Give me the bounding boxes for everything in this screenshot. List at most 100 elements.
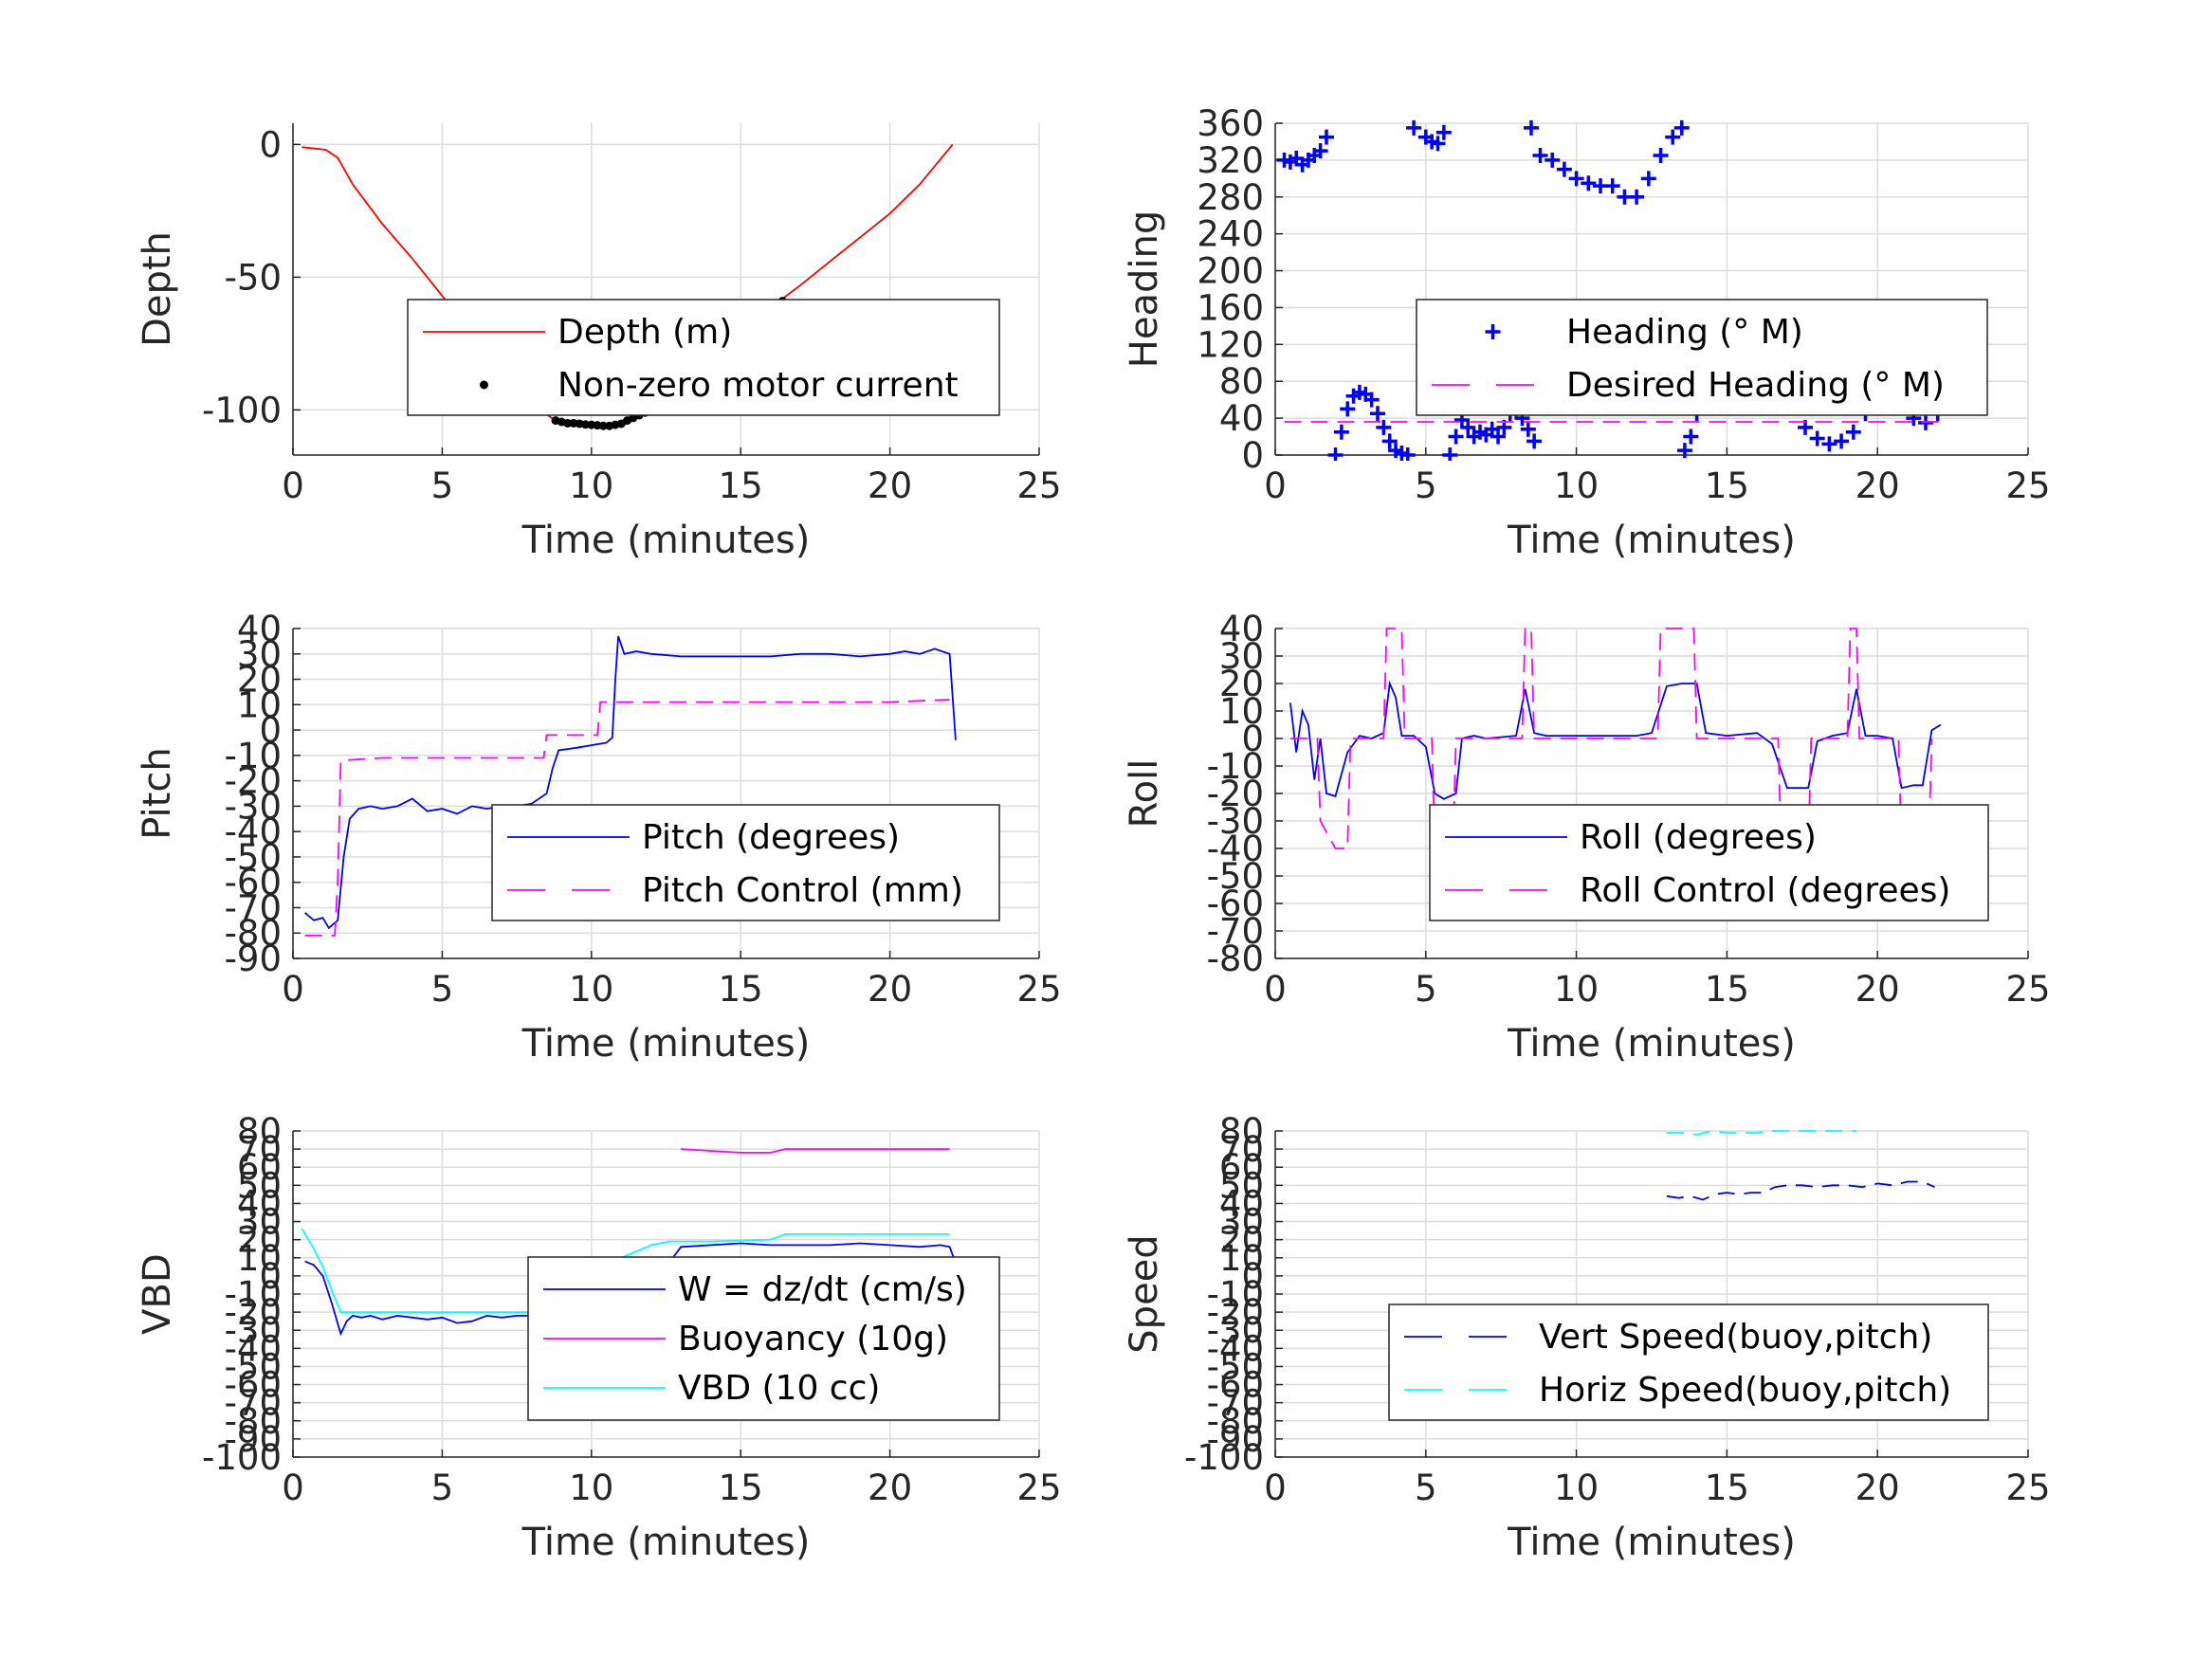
heading-series-0-point <box>1520 421 1536 437</box>
heading-series-0-point <box>1406 119 1422 136</box>
heading-series-0-point <box>1845 424 1861 440</box>
roll-y-tick-label: 40 <box>1219 609 1264 649</box>
vbd-legend-label: Buoyancy (10g) <box>678 1320 948 1358</box>
speed-y-tick-label: 80 <box>1219 1111 1264 1152</box>
pitch-legend-label: Pitch Control (mm) <box>642 871 963 910</box>
speed-y-tick-label: -10 <box>1207 1274 1264 1315</box>
heading-series-0-point <box>1918 414 1934 430</box>
heading-series-0-point <box>1523 119 1539 136</box>
roll-y-tick-label: -20 <box>1207 774 1264 814</box>
pitch-y-tick-label: -70 <box>225 887 282 928</box>
vbd-y-tick-label: -10 <box>225 1274 282 1315</box>
roll-data-layer <box>1289 628 1942 849</box>
roll-y-tick-label: -80 <box>1207 939 1264 979</box>
speed-legend: Vert Speed(buoy,pitch) Horiz Speed(buoy,p… <box>1388 1304 1989 1421</box>
vbd-x-tick-label: 10 <box>569 1468 613 1508</box>
roll-y-tick-label: -30 <box>1207 801 1264 842</box>
depth-x-tick-label: 15 <box>719 465 763 506</box>
heading-x-tick-label: 20 <box>1856 465 1900 506</box>
heading-x-tick-label: 25 <box>2005 465 2050 506</box>
pitch-legend-label: Pitch (degrees) <box>642 818 900 857</box>
vbd-y-tick-label: 70 <box>237 1129 282 1170</box>
pitch-series-1-line <box>304 699 950 937</box>
pitch-y-tick-label: 30 <box>237 634 282 675</box>
heading-series-0-point <box>1318 129 1334 145</box>
vbd-y-tick-label: 50 <box>237 1165 282 1206</box>
depth-x-tick-label: 0 <box>282 465 304 506</box>
depth-x-tick-label: 10 <box>569 465 613 506</box>
roll-legend: Roll (degrees) Roll Control (degrees) <box>1429 804 1989 921</box>
depth-legend-label: Depth (m) <box>558 313 732 352</box>
pitch-series-0-line <box>304 635 957 930</box>
pitch-y-tick-label: 40 <box>237 609 282 649</box>
heading-series-0-point <box>1809 430 1825 447</box>
speed-legend-label: Horiz Speed(buoy,pitch) <box>1539 1371 1951 1410</box>
speed-y-tick-label: -40 <box>1207 1328 1264 1369</box>
roll-x-tick-label: 20 <box>1856 969 1900 1010</box>
pitch-y-tick-label: -80 <box>225 913 282 954</box>
vbd-y-tick-label: -50 <box>225 1346 282 1387</box>
depth-y-tick-label: 0 <box>259 124 282 165</box>
heading-y-tick-label: 40 <box>1219 398 1264 439</box>
heading-legend: Heading (° M) Desired Heading (° M) <box>1416 299 1988 416</box>
pitch-x-tick-label: 0 <box>282 969 304 1010</box>
heading-series-0-point <box>1653 148 1669 164</box>
pitch-y-tick-label: -90 <box>225 939 282 979</box>
heading-series-0-point <box>1327 447 1344 461</box>
speed-y-tick-label: 20 <box>1219 1220 1264 1261</box>
heading-series-0-point <box>1442 447 1458 461</box>
heading-series-0-point <box>1629 189 1645 205</box>
speed-x-tick-label: 25 <box>2005 1468 2050 1508</box>
heading-y-tick-label: 160 <box>1197 287 1264 328</box>
vbd-y-tick-label: -40 <box>225 1328 282 1369</box>
roll-y-tick-label: -10 <box>1207 746 1264 787</box>
heading-series-0-point <box>1363 392 1380 408</box>
roll-x-tick-label: 10 <box>1554 969 1599 1010</box>
depth-x-tick-label: 5 <box>431 465 454 506</box>
depth-legend-swatch <box>480 380 488 390</box>
roll-y-tick-label: -50 <box>1207 856 1264 897</box>
heading-series-0-point <box>1340 401 1356 417</box>
pitch-y-tick-label: -40 <box>225 811 282 852</box>
speed-series-0-line <box>1666 1180 1935 1201</box>
pitch-x-tick-label: 5 <box>431 969 454 1010</box>
pitch-y-axis-label: Pitch <box>136 747 179 839</box>
vbd-y-tick-label: 20 <box>237 1220 282 1261</box>
heading-y-tick-label: 320 <box>1197 140 1264 181</box>
roll-y-tick-label: -60 <box>1207 884 1264 924</box>
pitch-y-tick-label: 0 <box>259 710 282 751</box>
heading-x-tick-label: 15 <box>1705 465 1749 506</box>
speed-y-tick-label: -60 <box>1207 1365 1264 1406</box>
heading-y-tick-label: 80 <box>1219 361 1264 402</box>
roll-x-tick-label: 0 <box>1264 969 1287 1010</box>
heading-y-tick-label: 280 <box>1197 177 1264 218</box>
heading-series-0-point <box>1545 152 1561 168</box>
roll-y-tick-label: -40 <box>1207 829 1264 869</box>
heading-y-axis-label: Heading <box>1123 210 1166 368</box>
heading-series-0-point <box>1448 428 1464 445</box>
roll-y-tick-label: -70 <box>1207 911 1264 952</box>
depth-legend: Depth (m) Non-zero motor current <box>407 299 1000 416</box>
vbd-x-tick-label: 25 <box>1016 1468 1061 1508</box>
heading-y-tick-label: 240 <box>1197 214 1264 255</box>
pitch-x-tick-label: 20 <box>868 969 912 1010</box>
vbd-y-tick-label: -20 <box>225 1292 282 1333</box>
depth-y-tick-label: -100 <box>202 390 282 430</box>
vbd-y-tick-label: 80 <box>237 1111 282 1152</box>
vbd-chart: 0 5 10 15 20 2580706050403020100-10-20-30-40-… <box>136 1111 1062 1564</box>
heading-series-0-point <box>1665 129 1681 145</box>
roll-legend-label: Roll (degrees) <box>1580 818 1817 857</box>
vbd-y-tick-label: -30 <box>225 1310 282 1351</box>
speed-data-layer <box>1666 1130 1935 1201</box>
depth-y-axis-label: Depth <box>136 231 179 347</box>
vbd-y-tick-label: -90 <box>225 1419 282 1460</box>
depth-x-tick-label: 25 <box>1016 465 1061 506</box>
pitch-chart: 0 5 10 15 20 25403020100-10-20-30-40-50-60-70… <box>136 609 1062 1066</box>
speed-x-tick-label: 0 <box>1264 1468 1287 1508</box>
vbd-y-axis-label: VBD <box>136 1253 179 1335</box>
speed-legend-box <box>1388 1304 1989 1421</box>
roll-y-tick-label: 20 <box>1219 664 1264 704</box>
roll-chart: 0 5 10 15 20 25403020100-10-20-30-40-50-60-70… <box>1123 609 2051 1066</box>
speed-chart: 0 5 10 15 20 2580706050403020100-10-20-30-40-… <box>1123 1111 2051 1564</box>
